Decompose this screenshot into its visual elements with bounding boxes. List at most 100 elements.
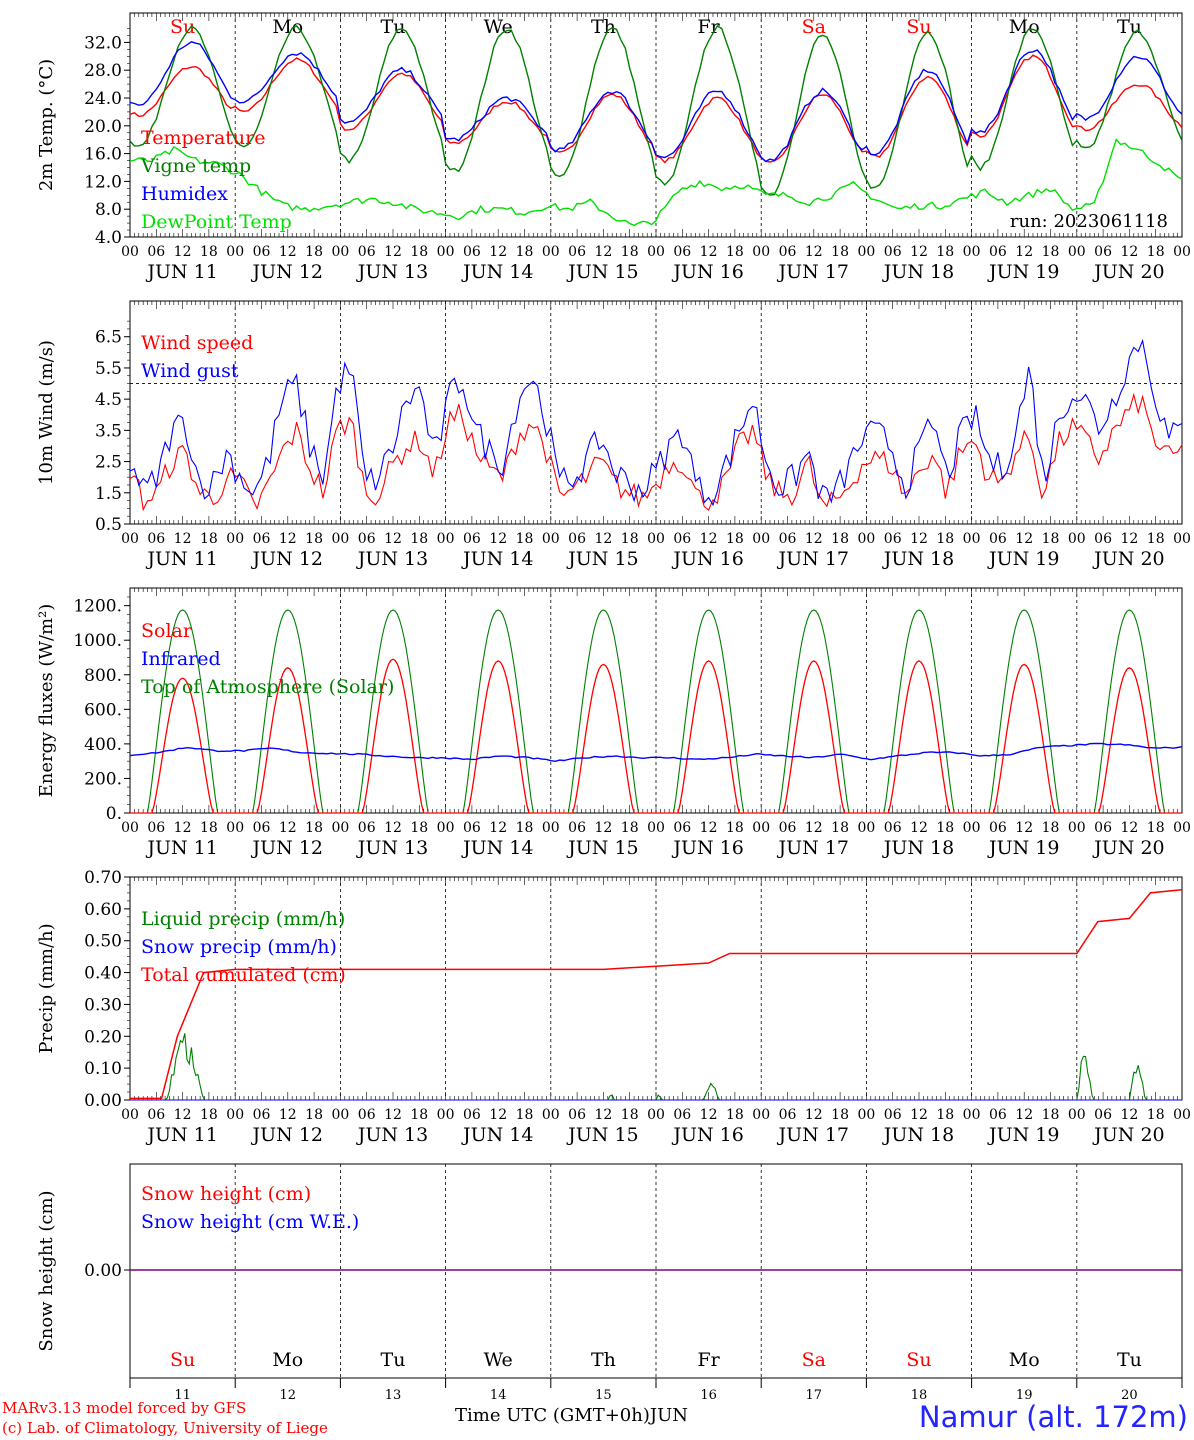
hour-label: 00 (542, 244, 560, 260)
hour-label: 12 (700, 1107, 718, 1123)
hour-label: 18 (410, 1107, 428, 1123)
hour-label: 00 (226, 244, 244, 260)
legend-entry: Vigne temp (140, 155, 251, 177)
x-axis-title-text: Time UTC (GMT+0h) (455, 1405, 650, 1426)
y-tick-label: 800. (84, 666, 122, 686)
hour-label: 18 (1147, 531, 1165, 547)
hour-label: 00 (542, 531, 560, 547)
hour-label: 00 (121, 244, 139, 260)
series-line-solar (130, 658, 1182, 814)
date-label: JUN 18 (882, 837, 954, 859)
y-axis-label: 2m Temp. (°C) (36, 59, 57, 191)
hour-label: 12 (910, 531, 928, 547)
hour-label: 12 (910, 820, 928, 836)
hour-label: 12 (279, 244, 297, 260)
hour-label: 18 (726, 531, 744, 547)
panel-2: 0.5 1.5 2.5 3.5 4.5 5.5 6.5 10m Wind (m/s) Wind … (36, 300, 1191, 570)
x-axis-title: Time UTC (GMT+0h)JUN (455, 1405, 688, 1426)
hour-label: 18 (200, 244, 218, 260)
hour-label: 06 (463, 820, 481, 836)
y-tick-label: 400. (84, 735, 122, 755)
hour-label: 18 (1147, 1107, 1165, 1123)
hour-label: 06 (884, 820, 902, 836)
series-line-infrared (129, 742, 1183, 763)
hour-label: 18 (726, 1107, 744, 1123)
hour-label: 18 (621, 244, 639, 260)
hour-label: 00 (226, 531, 244, 547)
hour-label: 12 (805, 531, 823, 547)
series-line-total-cumulated (130, 888, 1183, 1100)
hour-label: 12 (700, 820, 718, 836)
hour-label: 00 (963, 244, 981, 260)
hour-label: 18 (305, 531, 323, 547)
y-tick-label: 0.60 (84, 900, 122, 920)
hour-label: 06 (358, 1107, 376, 1123)
date-label: JUN 11 (145, 548, 217, 570)
hour-label: 06 (779, 820, 797, 836)
hour-label: 06 (147, 244, 165, 260)
y-axis-label: Precip (mm/h) (36, 923, 57, 1053)
weekday-label: Fr (697, 16, 720, 38)
hour-label: 12 (174, 244, 192, 260)
panel-3: 0. 200. 400. 600. 800. 1000. 1200. Energy fluxe… (36, 587, 1191, 859)
hour-label: 00 (1173, 1107, 1191, 1123)
hour-label: 18 (305, 820, 323, 836)
hour-label: 00 (647, 1107, 665, 1123)
hour-label: 00 (331, 820, 349, 836)
hour-label: 12 (279, 820, 297, 836)
day-number-label: 19 (1016, 1388, 1033, 1403)
hour-label: 18 (831, 531, 849, 547)
date-label: JUN 11 (145, 1124, 217, 1146)
date-label: JUN 13 (356, 1124, 428, 1146)
hour-label: 12 (489, 820, 507, 836)
y-tick-label: 0.00 (84, 1261, 122, 1281)
station-name: Namur (alt. 172m) (918, 1400, 1188, 1434)
hour-label: 18 (831, 1107, 849, 1123)
hour-label: 12 (805, 1107, 823, 1123)
weekday-label: Mo (1009, 1349, 1040, 1371)
hour-label: 06 (147, 1107, 165, 1123)
hour-label: 12 (1120, 531, 1138, 547)
weekday-label: Tu (381, 16, 406, 38)
date-label: JUN 15 (566, 548, 638, 570)
hour-label: 00 (963, 1107, 981, 1123)
date-label: JUN 15 (566, 261, 638, 283)
weekday-label: Mo (1009, 16, 1040, 38)
weekday-label: Tu (1117, 16, 1142, 38)
date-label: JUN 16 (671, 548, 743, 570)
hour-label: 12 (1120, 1107, 1138, 1123)
legend-entry: Solar (141, 620, 193, 642)
hour-label: 06 (989, 244, 1007, 260)
date-label: JUN 17 (777, 837, 849, 859)
hour-label: 00 (121, 1107, 139, 1123)
hour-label: 00 (752, 244, 770, 260)
day-number-label: 13 (385, 1388, 402, 1403)
panel-1: 4.0 8.0 12.0 16.0 20.0 24.0 28.0 32.0 2m Temp. (… (36, 12, 1191, 283)
y-tick-label: 16.0 (84, 145, 122, 165)
hour-label: 12 (1120, 820, 1138, 836)
hour-label: 12 (700, 244, 718, 260)
hour-label: 00 (1068, 244, 1086, 260)
y-axis-label: 10m Wind (m/s) (36, 340, 57, 485)
hour-label: 12 (594, 820, 612, 836)
hour-label: 06 (989, 820, 1007, 836)
hour-label: 00 (542, 1107, 560, 1123)
hour-label: 12 (1015, 531, 1033, 547)
y-tick-label: 0.10 (84, 1059, 122, 1079)
hour-label: 12 (594, 531, 612, 547)
hour-label: 18 (936, 820, 954, 836)
hour-label: 18 (831, 244, 849, 260)
hour-label: 18 (516, 1107, 534, 1123)
hour-label: 00 (1068, 820, 1086, 836)
hour-label: 12 (594, 1107, 612, 1123)
series-layer (130, 888, 1183, 1101)
legend-entry: Infrared (141, 648, 221, 670)
date-label: JUN 19 (987, 548, 1059, 570)
y-tick-label: 600. (84, 700, 122, 720)
y-tick-label: 6.5 (95, 328, 122, 348)
hour-label: 00 (1173, 244, 1191, 260)
hour-label: 06 (989, 1107, 1007, 1123)
date-label: JUN 14 (461, 1124, 533, 1146)
hour-label: 18 (1042, 531, 1060, 547)
